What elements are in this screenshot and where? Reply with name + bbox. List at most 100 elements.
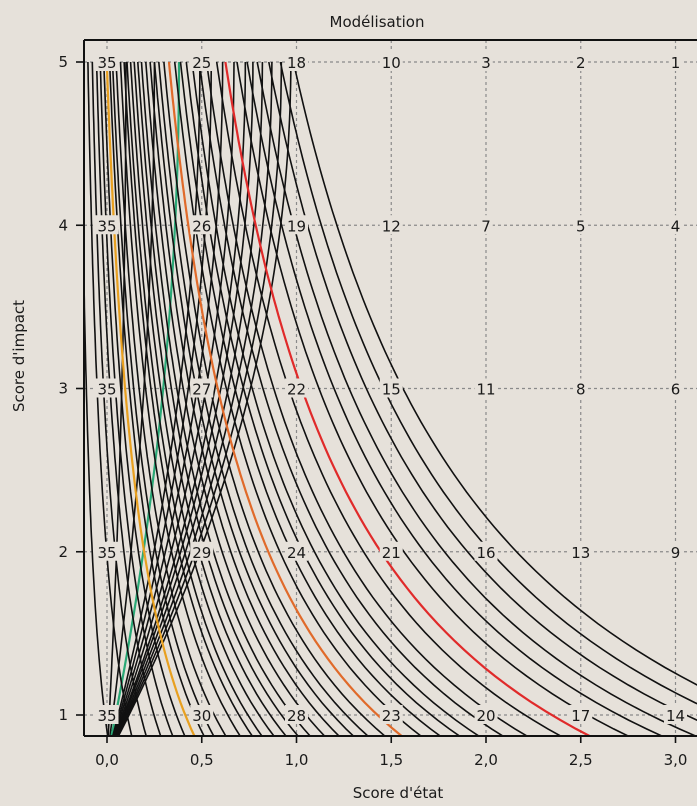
- grid-value-label: 28: [287, 707, 306, 725]
- contour-line: [158, 61, 370, 736]
- contour-line: [268, 61, 697, 722]
- chart-title: Modélisation: [330, 13, 425, 31]
- grid-value-label: 26: [192, 217, 211, 235]
- grid-value-label: 35: [97, 544, 116, 562]
- y-tick-label: 4: [58, 216, 68, 234]
- contour-line: [133, 61, 287, 736]
- grid-value-label: 27: [192, 381, 211, 399]
- contour-lines: [84, 61, 697, 736]
- grid-value-label: 2: [576, 54, 586, 72]
- grid-value-label: 3: [481, 54, 491, 72]
- contour-line: [117, 62, 292, 736]
- grid-label-bg: [95, 541, 119, 561]
- contour-line: [292, 61, 697, 686]
- contour-line: [95, 61, 162, 736]
- contour-line: [117, 62, 283, 736]
- contour-line: [145, 61, 326, 736]
- x-tick-label: 3,0: [664, 751, 688, 769]
- contour-line: [115, 61, 227, 736]
- grid-value-label: 7: [481, 217, 491, 235]
- grid-label-bg: [95, 378, 119, 398]
- grid-value-label: 6: [671, 381, 681, 399]
- grid-value-labels: 35 25 18 10 3 2 135 26 19 12 7 5 435 27 22 15 11 8 635 29 24…: [95, 52, 687, 725]
- y-tick-label: 1: [58, 706, 68, 724]
- grid-label-bg: [95, 215, 119, 235]
- contour-line: [91, 61, 148, 736]
- grid-label-bg: [474, 705, 498, 724]
- contour-line: [149, 61, 341, 736]
- grid-label-bg: [474, 378, 498, 398]
- y-axis-label: Score d'impact: [10, 300, 28, 412]
- contour-line: [84, 241, 109, 736]
- contour-line: [163, 61, 386, 736]
- contour-line: [179, 61, 442, 736]
- grid-label-bg: [95, 705, 119, 724]
- grid-value-label: 4: [671, 217, 681, 235]
- grid-value-label: 18: [287, 54, 306, 72]
- x-tick-label: 1,0: [285, 751, 309, 769]
- contour-line: [107, 61, 127, 736]
- x-tick-label: 2,5: [569, 751, 593, 769]
- contour-group: [84, 61, 697, 736]
- grid-value-label: 35: [97, 381, 116, 399]
- grid-label-bg: [379, 215, 403, 235]
- x-tick-label: 0,0: [95, 751, 119, 769]
- contour-line: [279, 61, 697, 705]
- contour-line: [126, 61, 263, 736]
- contour-line: [173, 61, 423, 736]
- grid-value-label: 35: [97, 707, 116, 725]
- grid-label-bg: [285, 215, 308, 235]
- grid-label-bg: [95, 52, 119, 71]
- contour-line: [191, 61, 481, 736]
- y-tick-label: 3: [58, 380, 68, 398]
- grid-value-label: 24: [287, 544, 306, 562]
- grid-label-bg: [190, 215, 214, 235]
- y-tick-label: 5: [58, 53, 68, 71]
- grid-value-label: 35: [97, 217, 116, 235]
- grid-label-bg: [668, 52, 683, 71]
- grid-label-bg: [569, 541, 593, 561]
- contour-line: [185, 61, 461, 736]
- contour-line: [105, 61, 196, 736]
- grid-value-label: 35: [97, 54, 116, 72]
- grid-label-bg: [574, 52, 588, 71]
- grid-label-bg: [664, 705, 687, 724]
- contour-line: [246, 61, 664, 736]
- x-axis-label: Score d'état: [353, 784, 444, 802]
- grid-label-bg: [574, 378, 588, 398]
- grid-label-bg: [285, 541, 308, 561]
- contour-line: [99, 61, 174, 736]
- x-tick-label: 0,5: [190, 751, 214, 769]
- grid-label-bg: [474, 541, 498, 561]
- grid-value-label: 8: [576, 381, 586, 399]
- grid-label-bg: [285, 705, 308, 724]
- grid-value-label: 13: [571, 544, 590, 562]
- contour-line: [224, 61, 592, 736]
- grid-value-label: 29: [192, 544, 211, 562]
- grid-value-label: 10: [382, 54, 401, 72]
- grid-value-label: 11: [476, 381, 495, 399]
- grid-value-label: 12: [382, 217, 401, 235]
- y-tick-label: 2: [58, 543, 68, 561]
- x-tick-label: 2,0: [474, 751, 498, 769]
- grid-value-label: 23: [382, 707, 401, 725]
- grid-label-bg: [190, 52, 214, 71]
- contour-line: [205, 61, 529, 736]
- grid-value-label: 21: [382, 544, 401, 562]
- grid-label-bg: [190, 378, 214, 398]
- grid-label-bg: [569, 705, 593, 724]
- grid-label-bg: [479, 215, 493, 235]
- grid-value-label: 22: [287, 381, 306, 399]
- grid-label-bg: [285, 378, 308, 398]
- contour-line: [111, 61, 215, 736]
- contour-line: [113, 62, 224, 736]
- grid-value-label: 15: [382, 381, 401, 399]
- grid-value-label: 19: [287, 217, 306, 235]
- contour-line: [215, 61, 563, 736]
- contour-line: [198, 61, 505, 736]
- grid-label-bg: [190, 541, 214, 561]
- grid-value-label: 17: [571, 707, 590, 725]
- grid-value-label: 9: [671, 544, 681, 562]
